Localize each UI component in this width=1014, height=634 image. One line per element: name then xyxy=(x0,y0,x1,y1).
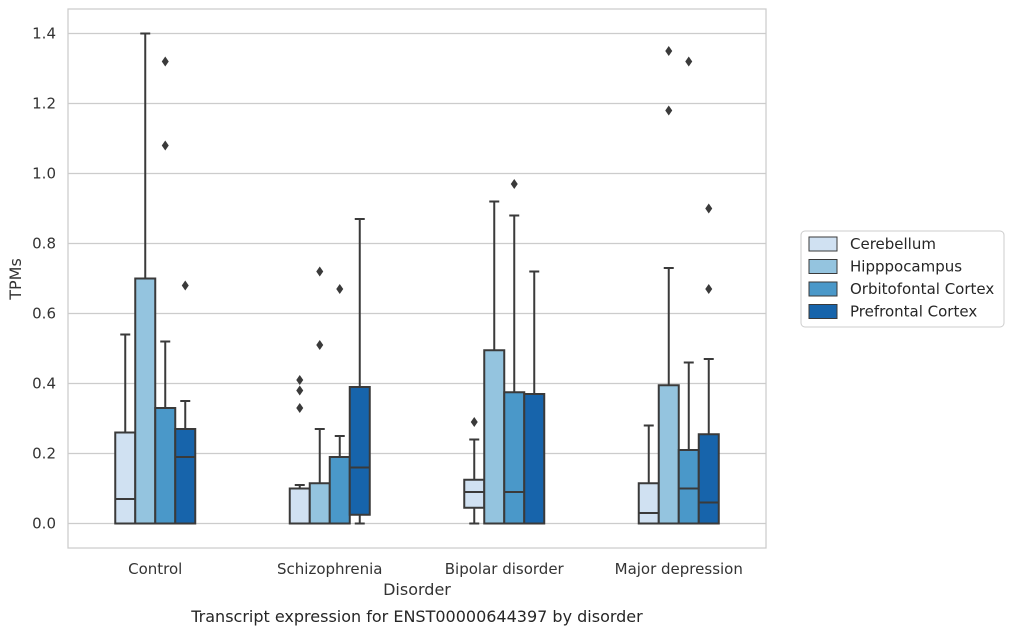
box-body xyxy=(114,431,137,525)
legend-swatch xyxy=(808,281,838,297)
box-group xyxy=(114,32,197,525)
outlier-point xyxy=(510,179,518,189)
box-group xyxy=(637,46,720,525)
box xyxy=(308,266,331,525)
box-groups xyxy=(114,32,720,525)
legend-label: Prefrontal Cortex xyxy=(850,303,977,321)
y-tick-label: 0.4 xyxy=(32,375,56,393)
x-axis-title: Disorder xyxy=(383,580,451,599)
box-body xyxy=(657,384,680,525)
legend-label: Cerebellum xyxy=(850,235,936,253)
box xyxy=(288,375,311,525)
box-body xyxy=(483,349,506,525)
outlier-point xyxy=(161,140,169,151)
box xyxy=(657,46,680,525)
outlier-point xyxy=(685,56,693,67)
box-body xyxy=(288,487,311,525)
box xyxy=(154,56,177,525)
outlier-point xyxy=(316,340,324,350)
outlier-point xyxy=(705,284,713,294)
y-tick-label: 0.2 xyxy=(32,445,56,463)
box-body xyxy=(348,386,371,516)
y-tick-label: 1.4 xyxy=(32,25,56,43)
outlier-point xyxy=(336,284,344,294)
y-tick-labels: 0.0 0.2 0.4 0.6 0.8 1.0 1.2 1.4 xyxy=(32,25,56,533)
legend-frame xyxy=(800,230,1005,328)
box-body xyxy=(697,433,720,525)
legend-swatch xyxy=(808,304,838,319)
outlier-point xyxy=(316,266,324,277)
box xyxy=(637,424,660,525)
plot-frame xyxy=(67,8,767,549)
box xyxy=(503,179,526,525)
outlier-point xyxy=(296,375,304,385)
chart-caption: Transcript expression for ENST0000064439… xyxy=(190,607,643,626)
y-tick-label: 1.0 xyxy=(32,165,56,183)
legend-label: Orbitofontal Cortex xyxy=(850,280,994,298)
box xyxy=(697,203,720,525)
box xyxy=(174,280,197,525)
box-body xyxy=(134,277,157,525)
outlier-point xyxy=(665,105,673,116)
box-body xyxy=(503,391,526,525)
x-tick-label: Major depression xyxy=(615,560,743,578)
box-body xyxy=(308,482,331,525)
box-body xyxy=(328,456,351,525)
x-tick-label: Control xyxy=(128,560,182,578)
box xyxy=(483,200,506,525)
outlier-point xyxy=(161,56,169,67)
outlier-point xyxy=(296,403,304,413)
x-tick-label: Bipolar disorder xyxy=(445,560,565,578)
y-axis-title: TPMs xyxy=(6,258,25,301)
y-tick-label: 0.6 xyxy=(32,305,56,323)
x-tick-labels: Control Schizophrenia Bipolar disorder Majo… xyxy=(128,560,743,578)
box-body xyxy=(637,482,660,525)
y-tick-label: 0.0 xyxy=(32,515,56,533)
box-body xyxy=(463,478,486,509)
box-group xyxy=(288,218,371,525)
outlier-point xyxy=(181,280,189,291)
box xyxy=(463,417,486,525)
outlier-point xyxy=(470,417,478,427)
box-body xyxy=(677,449,700,525)
box xyxy=(114,333,137,525)
outlier-point xyxy=(296,385,304,396)
y-tick-label: 0.8 xyxy=(32,235,56,253)
legend-swatch xyxy=(808,259,838,274)
legend-swatch xyxy=(808,236,838,252)
outlier-point xyxy=(705,203,713,214)
box-body xyxy=(174,428,197,525)
box-group xyxy=(463,179,546,525)
outlier-point xyxy=(665,46,673,56)
legend-label: Hipppocampus xyxy=(850,258,962,276)
x-tick-label: Schizophrenia xyxy=(277,560,382,578)
box-body xyxy=(523,393,546,525)
box xyxy=(523,270,546,525)
box xyxy=(677,56,700,525)
box xyxy=(328,284,351,525)
box-body xyxy=(154,407,177,525)
box xyxy=(348,218,371,525)
y-tick-label: 1.2 xyxy=(32,95,56,113)
legend: Cerebellum Hipppocampus Orbitofontal Corte… xyxy=(800,230,1005,328)
box xyxy=(134,32,157,525)
